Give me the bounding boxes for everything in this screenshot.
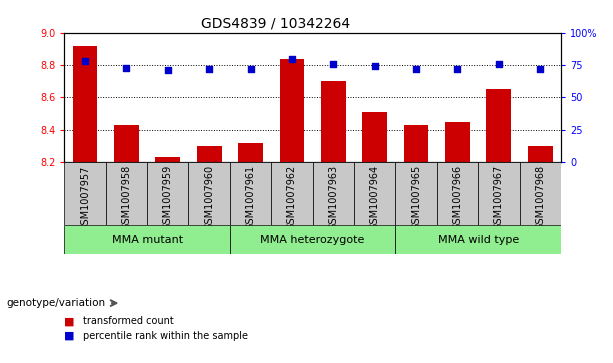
Bar [238, 143, 263, 162]
Bar [445, 122, 470, 162]
Text: GSM1007962: GSM1007962 [287, 165, 297, 231]
Text: GSM1007965: GSM1007965 [411, 165, 421, 231]
Text: GSM1007961: GSM1007961 [246, 165, 256, 231]
Point [287, 56, 297, 61]
Point [163, 67, 173, 73]
Bar [64, 225, 230, 254]
Text: genotype/variation: genotype/variation [6, 298, 105, 308]
Text: MMA wild type: MMA wild type [438, 235, 519, 245]
Text: GDS4839 / 10342264: GDS4839 / 10342264 [201, 16, 351, 30]
Text: ■: ■ [64, 316, 75, 326]
Bar [189, 162, 230, 225]
Bar [362, 112, 387, 162]
Text: GSM1007957: GSM1007957 [80, 165, 90, 231]
Text: GSM1007967: GSM1007967 [494, 165, 504, 231]
Bar [280, 58, 304, 162]
Bar [354, 162, 395, 225]
Bar [436, 162, 478, 225]
Text: GSM1007966: GSM1007966 [452, 165, 462, 231]
Bar [197, 146, 222, 162]
Point [452, 66, 462, 72]
Bar [230, 162, 271, 225]
Bar [487, 89, 511, 162]
Bar [403, 125, 428, 162]
Bar [520, 162, 561, 225]
Text: MMA heterozygote: MMA heterozygote [261, 235, 365, 245]
Bar [147, 162, 189, 225]
Bar [528, 146, 553, 162]
Point [80, 58, 90, 64]
Bar [395, 225, 561, 254]
Bar [230, 225, 395, 254]
Bar [271, 162, 313, 225]
Bar [321, 81, 346, 162]
Point [494, 61, 504, 67]
Point [329, 61, 338, 67]
Point [535, 66, 545, 72]
Text: ■: ■ [64, 331, 75, 341]
Text: GSM1007968: GSM1007968 [535, 165, 545, 231]
Text: GSM1007958: GSM1007958 [121, 165, 131, 231]
Point [411, 66, 421, 72]
Point [204, 66, 214, 72]
Text: MMA mutant: MMA mutant [112, 235, 183, 245]
Text: GSM1007963: GSM1007963 [329, 165, 338, 231]
Text: GSM1007959: GSM1007959 [163, 165, 173, 231]
Bar [313, 162, 354, 225]
Bar [395, 162, 436, 225]
Bar [72, 46, 97, 162]
Text: transformed count: transformed count [83, 316, 173, 326]
Point [121, 65, 131, 70]
Bar [105, 162, 147, 225]
Text: percentile rank within the sample: percentile rank within the sample [83, 331, 248, 341]
Point [370, 64, 379, 69]
Bar [114, 125, 139, 162]
Bar [64, 162, 105, 225]
Text: GSM1007964: GSM1007964 [370, 165, 379, 231]
Bar [155, 157, 180, 162]
Point [246, 66, 256, 72]
Text: GSM1007960: GSM1007960 [204, 165, 214, 231]
Bar [478, 162, 519, 225]
